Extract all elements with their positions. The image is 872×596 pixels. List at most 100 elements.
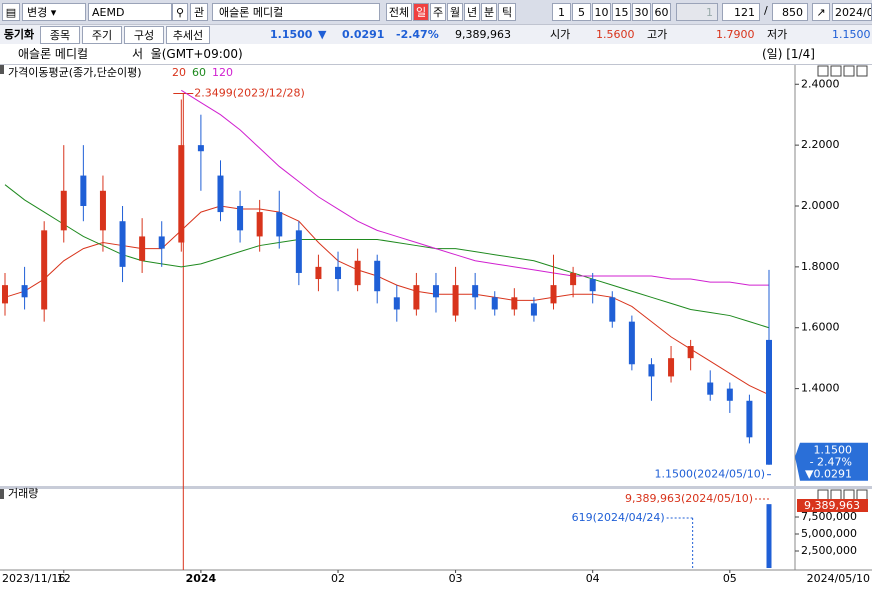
period-button[interactable]: 틱 <box>498 3 516 21</box>
minute-button[interactable]: 5 <box>572 3 591 21</box>
price-box-text: ▼0.0291 <box>805 468 852 481</box>
candle-body <box>237 206 244 231</box>
search-button[interactable]: ⚲ <box>172 3 188 21</box>
candle-body <box>707 382 714 395</box>
candle-body <box>491 297 498 310</box>
arrow: ▼ <box>318 28 327 41</box>
chart-icon[interactable]: ↗ <box>812 3 830 21</box>
candle-body <box>687 346 694 359</box>
volume: 9,389,963 <box>455 28 511 41</box>
watch-button[interactable]: 관 <box>190 3 208 21</box>
candle-body <box>119 221 126 267</box>
price: 1.1500 <box>270 28 313 41</box>
unit-input[interactable]: 1 <box>676 3 718 21</box>
y-tick-label: 2.0000 <box>801 199 840 212</box>
candle-body <box>511 297 518 310</box>
ma-line <box>4 184 770 329</box>
minute-button[interactable]: 15 <box>612 3 631 21</box>
candle-body <box>648 364 655 377</box>
toolbar: ▤ 변경 ▾ AEMD ⚲ 관 애슬론 메디컬 전체 일 주 월 년 분 틱 1 5 10 15 3… <box>0 0 872 24</box>
candle-body <box>570 272 577 286</box>
minute-button[interactable]: 1 <box>552 3 571 21</box>
period-button[interactable]: 일 <box>413 3 429 21</box>
y-tick-label: 2.2000 <box>801 138 840 151</box>
code-input[interactable]: AEMD <box>88 3 172 21</box>
chart-header: 애슬론 메디컬 서 울(GMT+09:00) (일) [1/4] <box>0 44 872 65</box>
tool-button[interactable]: 동기화 <box>3 28 35 41</box>
legend-entry: 20 <box>172 66 186 79</box>
legend-entry: 60 <box>192 66 206 79</box>
candle-body <box>746 400 753 438</box>
volume-box-text: 9,389,963 <box>804 499 860 512</box>
high: 1.7900 <box>716 28 755 41</box>
candle-body <box>550 285 557 304</box>
x-tick-label: 05 <box>723 572 737 585</box>
menu-button[interactable]: ▤ <box>2 3 20 21</box>
period-button[interactable]: 월 <box>447 3 463 21</box>
x-tick-label: 02 <box>331 572 345 585</box>
candle-body <box>41 230 48 310</box>
y-tick-label: 7,500,000 <box>801 510 857 523</box>
volume-box <box>797 499 868 512</box>
legend-entry: 120 <box>212 66 233 79</box>
open: 1.5600 <box>596 28 635 41</box>
tool-button[interactable]: 종목 <box>40 26 80 44</box>
volume-bar <box>766 504 772 568</box>
period-button[interactable]: 분 <box>481 3 497 21</box>
period-button[interactable]: 전체 <box>386 3 412 21</box>
minute-button[interactable]: 10 <box>592 3 611 21</box>
minute-button[interactable]: 30 <box>632 3 651 21</box>
date-input[interactable]: 2024/0 <box>832 3 872 21</box>
candle-body <box>472 285 479 298</box>
total-field: 850 <box>772 3 808 21</box>
header-page: (일) [1/4] <box>762 47 815 61</box>
candle-body <box>315 266 322 280</box>
header-name: 애슬론 메디컬 <box>18 47 89 61</box>
candle-body <box>393 297 400 310</box>
pane-divider <box>0 486 872 489</box>
period-button[interactable]: 주 <box>430 3 446 21</box>
candle-body <box>609 297 616 322</box>
candle-body <box>452 285 459 316</box>
y-tick-label: 1.6000 <box>801 321 840 334</box>
volume-pane-title: 거래량 <box>8 487 38 500</box>
minute-button[interactable]: 60 <box>652 3 671 21</box>
change-combo[interactable]: 변경 ▾ <box>22 3 86 21</box>
candle-body <box>178 145 185 243</box>
slash: / <box>764 4 768 17</box>
tool-button[interactable]: 주기 <box>82 26 122 44</box>
ma-line <box>181 89 769 286</box>
candle-body <box>2 285 8 304</box>
count-input[interactable]: 121 <box>722 3 760 21</box>
candle-body <box>21 285 28 298</box>
candle-body <box>413 285 420 310</box>
x-tick-label: 2024/05/10 <box>807 572 870 585</box>
x-tick-label: 2024 <box>186 572 217 585</box>
y-tick-label: 2,500,000 <box>801 544 857 557</box>
candle-body <box>99 190 106 231</box>
chart-bg <box>0 64 872 596</box>
candle-body <box>335 266 342 280</box>
candle-body <box>217 175 224 213</box>
ma-line <box>4 205 770 396</box>
candle-body <box>668 358 675 377</box>
candle-body <box>726 388 733 401</box>
x-tick-label: 04 <box>586 572 600 585</box>
pane-icon <box>0 489 4 499</box>
x-tick-label: 2023/11/16 <box>2 572 65 585</box>
period-button[interactable]: 년 <box>464 3 480 21</box>
candle-body <box>256 212 263 237</box>
tool-button[interactable]: 구성 <box>124 26 164 44</box>
change: 0.0291 <box>342 28 385 41</box>
pane-icon <box>0 64 4 74</box>
candle-body <box>158 236 165 249</box>
y-tick-label: 2.4000 <box>801 77 840 90</box>
price-box-text: 1.1500 <box>814 444 853 457</box>
candle-body <box>374 260 381 292</box>
tool-button[interactable]: 추세선 <box>166 26 210 44</box>
candle-body <box>80 175 87 206</box>
low-note: 1.1500(2024/05/10) <box>655 468 765 481</box>
price-box <box>795 442 868 481</box>
high-note: 2.3499(2023/12/28) <box>194 87 304 100</box>
